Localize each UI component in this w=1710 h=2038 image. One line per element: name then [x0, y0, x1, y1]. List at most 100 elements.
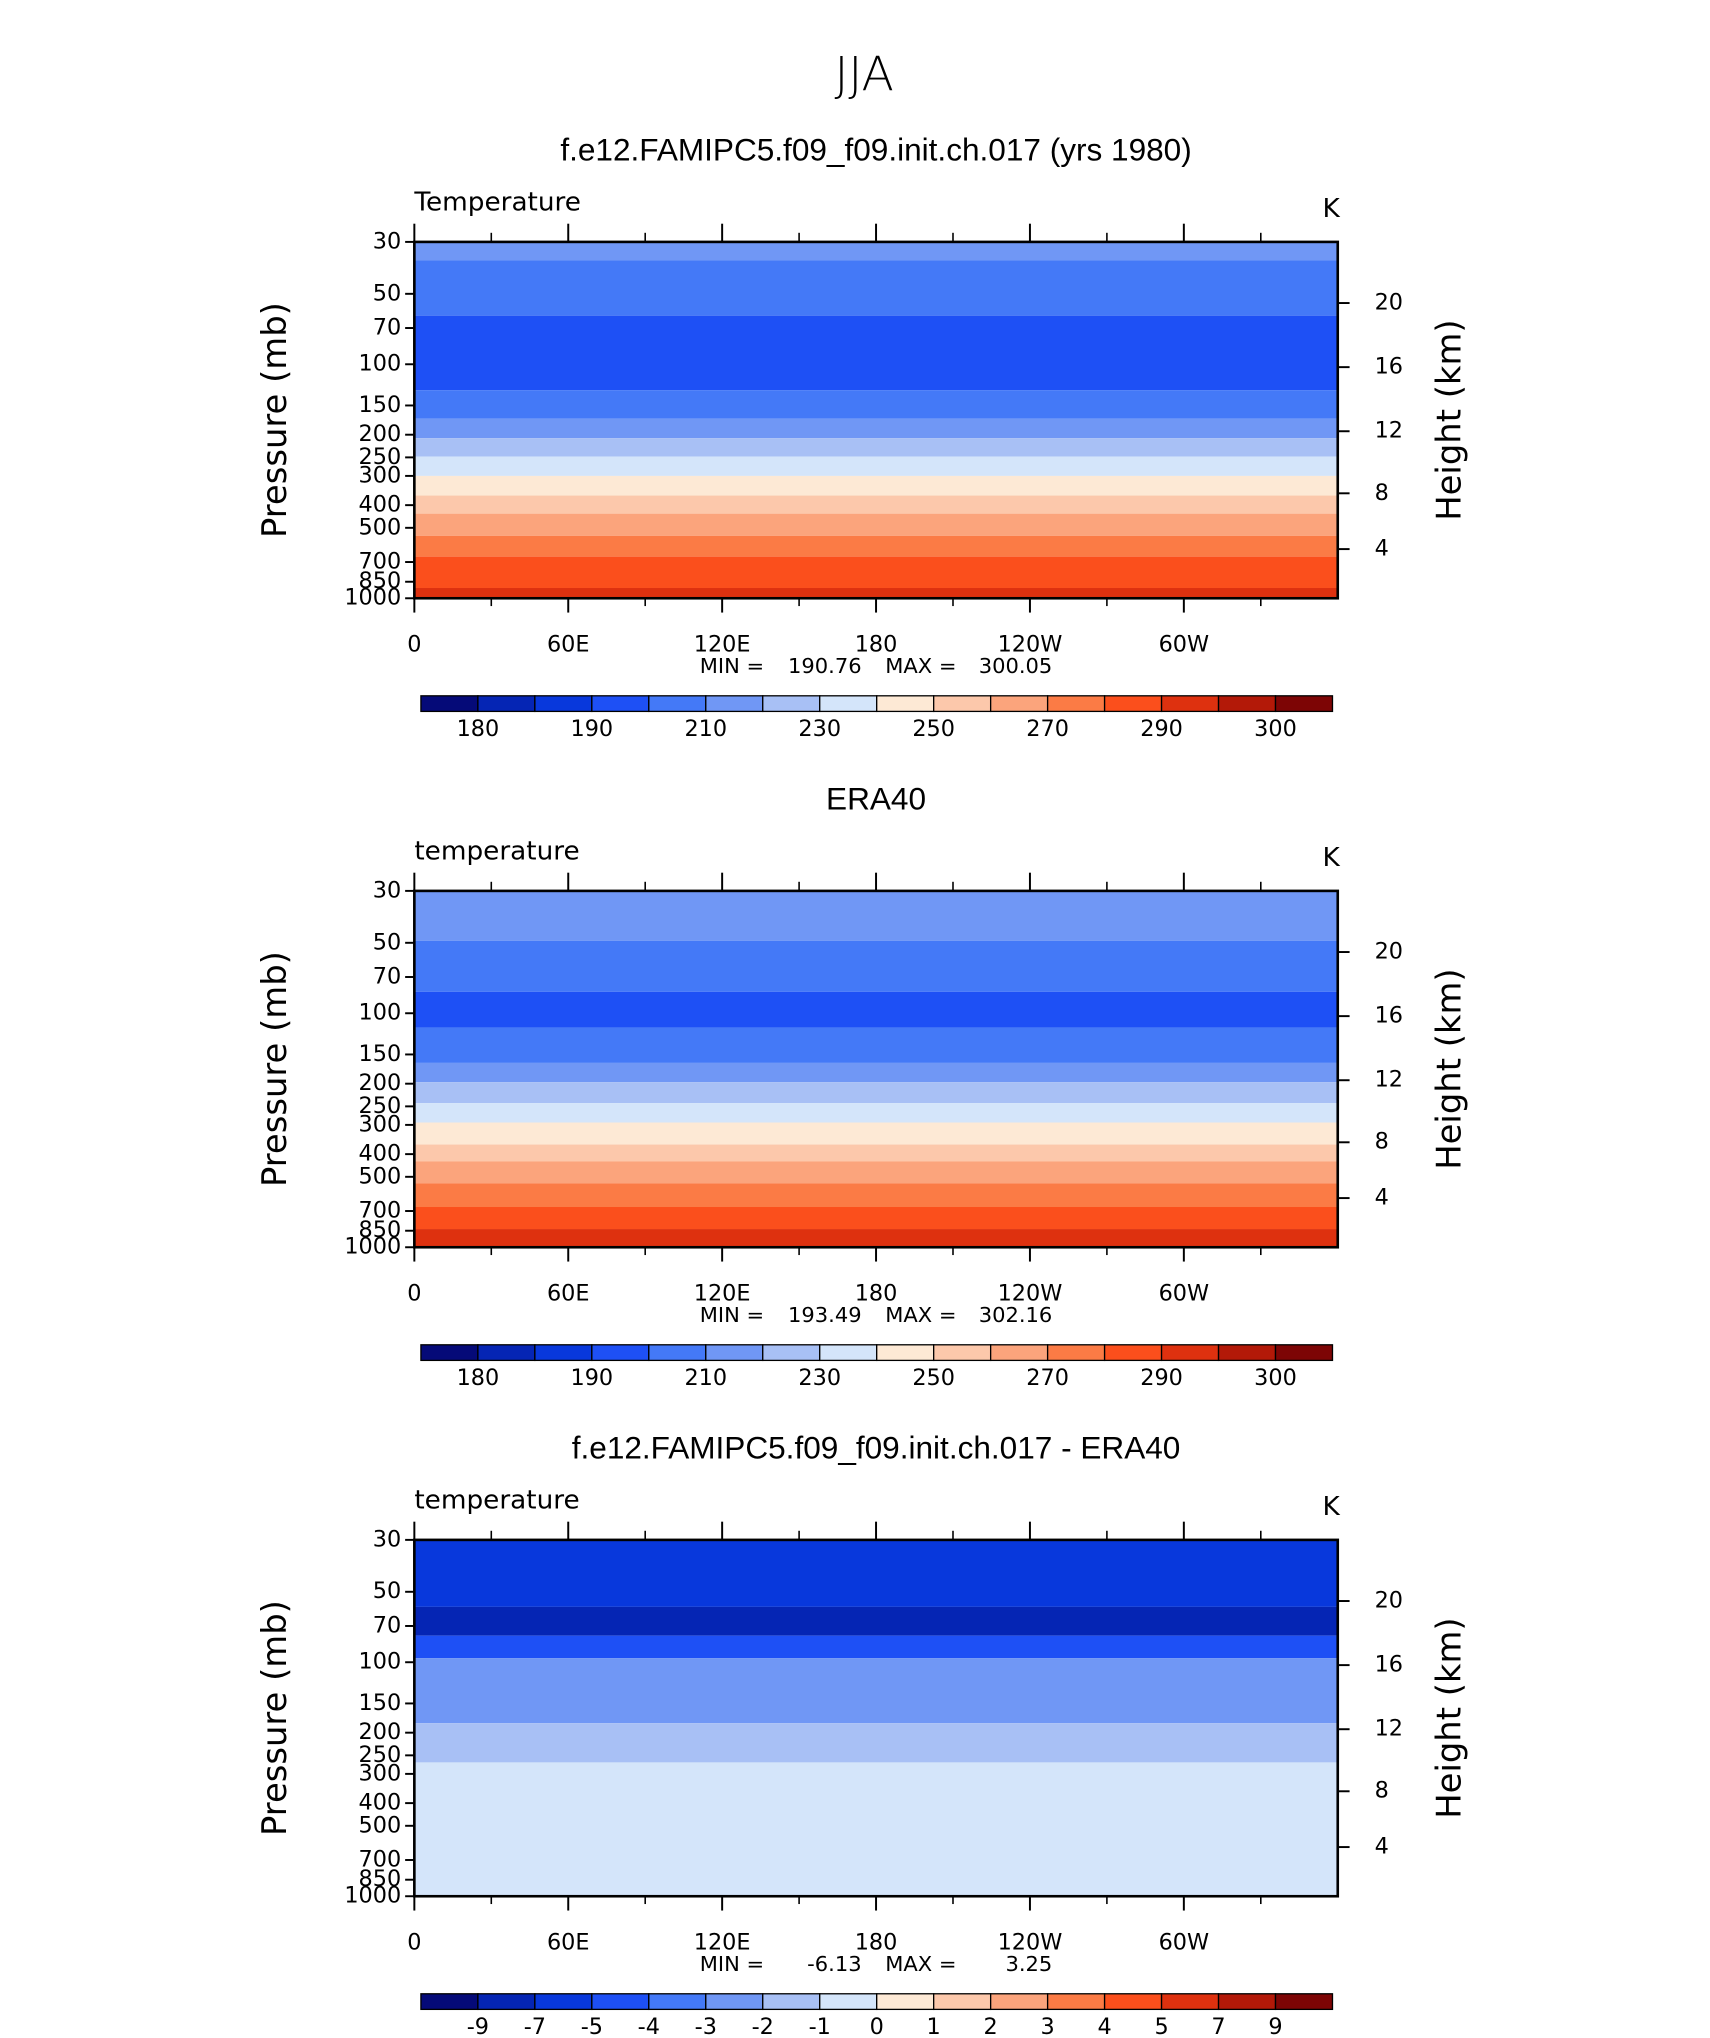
y-tick-label: 200 — [359, 1070, 402, 1096]
colorbar-box — [591, 1344, 650, 1362]
x-tick-label: 120E — [694, 632, 751, 658]
y-tick-label: 70 — [373, 315, 401, 341]
contour-band — [414, 1027, 1338, 1063]
contour-band — [414, 438, 1338, 457]
colorbar-label: 290 — [1140, 716, 1183, 742]
y-tick-label: 500 — [359, 1812, 402, 1838]
max-label: MAX = — [885, 654, 956, 678]
colorbar-box — [477, 1993, 536, 2011]
y-tick-label: 50 — [373, 280, 401, 306]
y2-tick-label: 4 — [1375, 536, 1389, 562]
colorbar-label: 5 — [1154, 2014, 1168, 2038]
colorbar-box — [1217, 1344, 1277, 1362]
contour-band — [414, 588, 1338, 599]
y2-tick-label: 12 — [1375, 418, 1403, 444]
colorbar-box — [591, 695, 650, 713]
y-axis-label: Pressure (mb) — [255, 951, 295, 1187]
colorbar-box — [477, 695, 536, 713]
panel-title: ERA40 — [826, 782, 926, 817]
y2-tick-label: 20 — [1375, 939, 1403, 965]
x-tick-label: 60W — [1159, 632, 1210, 658]
colorbar-box — [1274, 1344, 1334, 1362]
colorbar-box — [876, 695, 935, 713]
colorbar-label: 4 — [1097, 2014, 1111, 2038]
x-tick-label: 120W — [998, 632, 1063, 658]
colorbar-box — [1103, 1344, 1163, 1362]
y2-tick-label: 4 — [1375, 1185, 1389, 1211]
colorbar-box — [1160, 695, 1220, 713]
x-tick-label: 180 — [855, 632, 898, 658]
colorbar-box — [1046, 695, 1106, 713]
colorbar-box — [534, 695, 593, 713]
y2-tick-label: 16 — [1375, 354, 1403, 380]
min-label: MIN = — [700, 1303, 764, 1327]
colorbar-box — [534, 1993, 593, 2011]
units-label: K — [1323, 1492, 1341, 1522]
y2-tick-label: 16 — [1375, 1003, 1403, 1029]
x-tick-label: 180 — [855, 1930, 898, 1956]
colorbar-label: 1 — [927, 2014, 941, 2038]
colorbar-label: -9 — [467, 2014, 489, 2038]
y-tick-label: 850 — [359, 568, 402, 594]
colorbar-box — [591, 1993, 650, 2011]
x-tick-label: 60E — [547, 632, 590, 658]
variable-label: temperature — [414, 836, 579, 866]
colorbar-box — [819, 695, 878, 713]
colorbar-box — [705, 695, 764, 713]
colorbar-box — [477, 1344, 536, 1362]
contour-band — [414, 241, 1338, 261]
y-tick-label: 250 — [359, 444, 402, 470]
colorbar-box — [1046, 1344, 1106, 1362]
y-tick-label: 400 — [359, 1790, 402, 1816]
x-tick-label: 120E — [694, 1930, 751, 1956]
x-tick-label: 120W — [998, 1930, 1063, 1956]
contour-band — [414, 1606, 1338, 1636]
colorbar-box — [933, 695, 992, 713]
units-label: K — [1323, 194, 1341, 224]
contour-band — [414, 556, 1338, 589]
contour-band — [414, 1658, 1338, 1724]
colorbar-label: 3 — [1041, 2014, 1055, 2038]
colorbar-label: 210 — [684, 1365, 727, 1391]
y2-tick-label: 8 — [1375, 1129, 1389, 1155]
y-tick-label: 250 — [359, 1742, 402, 1768]
contour-band — [414, 1082, 1338, 1104]
colorbar-box — [762, 1993, 821, 2011]
colorbar-box — [1274, 1993, 1334, 2011]
contour-band — [414, 1762, 1338, 1897]
contour-band — [414, 475, 1338, 496]
max-label: MAX = — [885, 1303, 956, 1327]
y2-tick-label: 16 — [1375, 1652, 1403, 1678]
colorbar-box — [1217, 695, 1277, 713]
y-tick-label: 500 — [359, 1163, 402, 1189]
contour-band — [414, 1207, 1338, 1230]
colorbar-label: 270 — [1026, 716, 1069, 742]
y-tick-label: 1000 — [344, 585, 401, 611]
colorbar-label: 270 — [1026, 1365, 1069, 1391]
colorbar-box — [989, 1344, 1049, 1362]
colorbar-label: 180 — [457, 1365, 500, 1391]
contour-band — [414, 890, 1338, 941]
colorbar-box — [420, 695, 479, 713]
colorbar-box — [1217, 1993, 1277, 2011]
colorbar-box — [819, 1344, 878, 1362]
figure-title: JJA — [834, 48, 893, 103]
contour-band — [414, 260, 1338, 316]
colorbar-label: -3 — [695, 2014, 717, 2038]
x-tick-label: 120W — [998, 1281, 1063, 1307]
y2-axis-label: Height (km) — [1429, 968, 1469, 1169]
colorbar-box — [1160, 1344, 1220, 1362]
colorbar-box — [876, 1993, 935, 2011]
contour-band — [414, 991, 1338, 1028]
y-tick-label: 300 — [359, 462, 402, 488]
y2-axis-label: Height (km) — [1429, 1617, 1469, 1818]
colorbar-label: -4 — [638, 2014, 660, 2038]
y-tick-label: 30 — [373, 877, 401, 903]
colorbar-box — [989, 695, 1049, 713]
colorbar-box — [420, 1993, 479, 2011]
colorbar-box — [1103, 695, 1163, 713]
colorbar-box — [705, 1344, 764, 1362]
contour-band — [414, 940, 1338, 992]
y2-tick-label: 8 — [1375, 480, 1389, 506]
colorbar-box — [1160, 1993, 1220, 2011]
